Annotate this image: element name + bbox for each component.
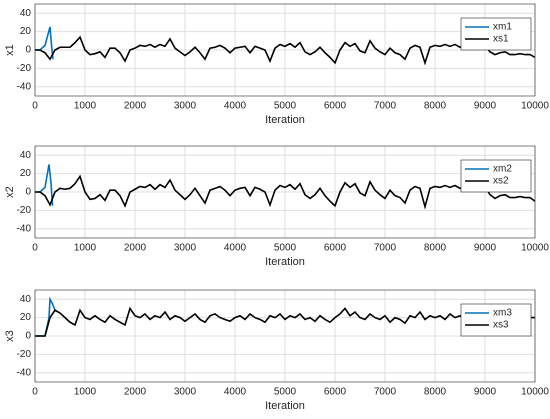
x-tick-label: 9000 [474,387,497,398]
x-tick-label: 3000 [174,387,197,398]
x-tick-label: 8000 [424,243,447,254]
x-tick-label: 2000 [124,243,147,254]
x-tick-label: 8000 [424,387,447,398]
x-tick-label: 0 [32,387,38,398]
y-tick-label: 40 [20,150,32,161]
x-tick-label: 4000 [224,387,247,398]
series-line [35,306,535,337]
y-tick-label: 20 [20,168,32,179]
legend-label: xs1 [493,34,509,45]
x-tick-label: 10000 [521,243,549,254]
y-tick-label: -40 [17,223,32,234]
x-tick-label: 5000 [274,387,297,398]
x-tick-label: 7000 [374,101,397,112]
legend-label: xm2 [493,164,512,175]
series-line [35,35,535,66]
x-tick-label: 3000 [174,243,197,254]
y-tick-label: 20 [20,26,32,37]
x-tick-label: 9000 [474,101,497,112]
x-tick-label: 2000 [124,387,147,398]
x-tick-label: 1000 [74,387,97,398]
x-tick-label: 0 [32,101,38,112]
y-tick-label: -40 [17,367,32,378]
y-tick-label: 20 [20,312,32,323]
axes-box [34,289,536,383]
x-tick-label: 6000 [324,387,347,398]
y-tick-label: 0 [25,187,31,198]
y-tick-label: -20 [17,349,32,360]
x-tick-label: 8000 [424,101,447,112]
x-tick-label: 10000 [521,101,549,112]
legend-label: xm1 [493,22,512,33]
x-axis-label: Iteration [265,256,305,268]
x-tick-label: 0 [32,243,38,254]
x-tick-label: 7000 [374,387,397,398]
axes-box [34,3,536,97]
legend-label: xm3 [493,308,512,319]
y-axis-label: x3 [4,330,16,342]
y-tick-label: -20 [17,63,32,74]
y-axis-label: x1 [4,44,16,56]
x-tick-label: 5000 [274,101,297,112]
y-tick-label: 0 [25,331,31,342]
x-tick-label: 10000 [521,387,549,398]
series-line [35,174,535,210]
x-axis-label: Iteration [265,114,305,126]
x-tick-label: 7000 [374,243,397,254]
x-tick-label: 4000 [224,101,247,112]
y-tick-label: 0 [25,45,31,56]
legend-box [460,17,532,51]
x-tick-label: 2000 [124,101,147,112]
legend-box [460,303,532,337]
x-tick-label: 6000 [324,101,347,112]
y-tick-label: 40 [20,294,32,305]
x-tick-label: 3000 [174,101,197,112]
legend-box [460,159,532,193]
x-axis-label: Iteration [265,400,305,412]
x-tick-label: 4000 [224,243,247,254]
y-tick-label: -40 [17,81,32,92]
y-axis-label: x2 [4,186,16,198]
legend-label: xs3 [493,320,509,331]
x-tick-label: 6000 [324,243,347,254]
y-tick-label: 40 [20,8,32,19]
y-tick-label: -20 [17,205,32,216]
x-tick-label: 1000 [74,243,97,254]
axes-box [34,145,536,239]
x-tick-label: 5000 [274,243,297,254]
x-tick-label: 9000 [474,243,497,254]
legend-label: xs2 [493,176,509,187]
x-tick-label: 1000 [74,101,97,112]
